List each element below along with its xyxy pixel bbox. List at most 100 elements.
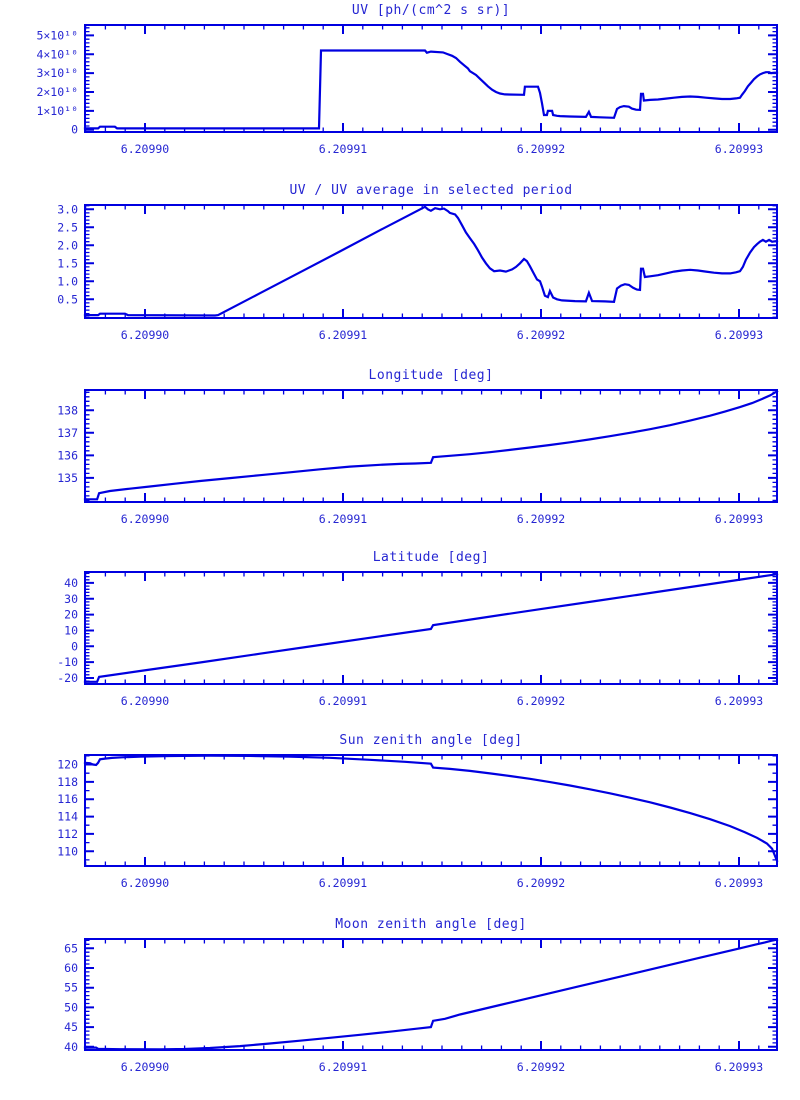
y-tick-label: 110: [57, 844, 78, 858]
chart-longitude: 135 136 137 138 6.20990 6.20991 6.20992 6.20993: [57, 389, 779, 526]
chart-title-uv-ratio: UV / UV average in selected period: [289, 183, 573, 198]
x-tick-labels-longitude: 6.20990 6.20991 6.20992 6.20993: [121, 512, 764, 526]
series-line-uv-ratio: [83, 205, 779, 317]
x-tick-label: 6.20993: [715, 142, 764, 156]
x-tick-label: 6.20991: [319, 694, 368, 708]
y-tick-label: 1.5: [57, 256, 78, 270]
y-tick-label: 1.0: [57, 274, 78, 288]
x-tick-label: 6.20992: [517, 328, 565, 342]
y-tick-label: 120: [57, 758, 78, 772]
y-tick-labels-latitude: -20 -10 010 20 30 40: [57, 576, 78, 685]
y-tick-label: 5×10¹⁰: [36, 28, 78, 42]
y-tick-label: 60: [64, 961, 78, 975]
chart-title-latitude: Latitude [deg]: [372, 550, 490, 565]
x-tick-labels-latitude: 6.20990 6.20991 6.20992 6.20993: [121, 694, 764, 708]
plot-frame-uv-ratio: [84, 204, 778, 319]
x-tick-label: 6.20990: [121, 142, 170, 156]
y-tick-label: 138: [57, 403, 78, 417]
y-tick-label: 40: [64, 576, 78, 590]
y-tick-label: 0.5: [57, 292, 78, 306]
y-tick-label: 3.0: [57, 202, 78, 216]
y-tick-label: 135: [57, 471, 78, 485]
y-tick-label: 2.0: [57, 238, 78, 252]
x-tick-label: 6.20992: [517, 694, 565, 708]
x-tick-label: 6.20990: [121, 694, 170, 708]
major-ticks-latitude: [85, 572, 777, 684]
minor-ticks-moon-zenith: [84, 939, 777, 1050]
y-tick-label: 10: [64, 624, 78, 638]
y-tick-label: 2×10¹⁰: [36, 85, 78, 99]
y-tick-label: 20: [64, 608, 78, 622]
series-line-moon-zenith-angle: [83, 938, 779, 1051]
x-tick-label: 6.20990: [121, 512, 170, 526]
y-tick-label: 65: [64, 941, 78, 955]
x-tick-label: 6.20992: [517, 876, 565, 890]
plot-frame-longitude: [84, 389, 778, 503]
series-line-latitude: [83, 572, 779, 683]
y-tick-label: 2.5: [57, 220, 78, 234]
y-tick-labels-longitude: 135 136 137 138: [57, 403, 78, 485]
y-tick-label: 0: [71, 123, 78, 137]
x-tick-label: 6.20992: [517, 512, 565, 526]
minor-ticks-sun-zenith: [84, 755, 777, 866]
chart-title-moon-zenith: Moon zenith angle [deg]: [335, 917, 527, 932]
major-ticks-sun-zenith: [85, 755, 777, 866]
y-tick-label: 30: [64, 592, 78, 606]
x-tick-label: 6.20990: [121, 876, 170, 890]
y-tick-label: -10: [57, 655, 78, 669]
y-tick-label: 50: [64, 1000, 78, 1014]
x-tick-label: 6.20991: [319, 512, 368, 526]
y-tick-label: 4×10¹⁰: [36, 47, 78, 61]
x-tick-label: 6.20993: [715, 1060, 764, 1074]
y-tick-labels-uv: 0 1×10¹⁰ 2×10¹⁰ 3×10¹⁰ 4×10¹⁰ 5×10¹⁰: [36, 28, 78, 136]
y-tick-label: 55: [64, 981, 78, 995]
minor-ticks-longitude: [84, 390, 777, 502]
y-tick-labels-moon-zenith: 40 45 50 55 60 65: [64, 941, 78, 1054]
chart-moon-zenith: 40 45 50 55 60 65 6.20990 6.20991 6.20992 6.20993: [64, 938, 779, 1074]
y-tick-label: 45: [64, 1020, 78, 1034]
y-tick-label: 118: [57, 775, 78, 789]
x-tick-label: 6.20993: [715, 876, 764, 890]
plot-frame-latitude: [84, 571, 778, 685]
major-ticks-uv-ratio: [85, 205, 777, 318]
x-tick-labels-moon-zenith: 6.20990 6.20991 6.20992 6.20993: [121, 1060, 764, 1074]
series-line-sun-zenith-angle: [83, 754, 779, 863]
x-tick-label: 6.20992: [517, 1060, 565, 1074]
chart-title-longitude: Longitude [deg]: [368, 368, 494, 383]
y-tick-label: 0: [71, 639, 78, 653]
x-tick-labels-uv: 6.20990 6.20991 6.20992 6.20993: [121, 142, 764, 156]
major-ticks-moon-zenith: [85, 939, 777, 1050]
y-tick-labels-uv-ratio: 0.5 1.0 1.5 2.0 2.5 3.0: [57, 202, 78, 306]
plot-frame-sun-zenith: [84, 754, 778, 867]
plot-frame-moon-zenith: [84, 938, 778, 1051]
chart-uv-ratio: 0.5 1.0 1.5 2.0 2.5 3.0 6.20990 6.20991 6.20992 6…: [57, 202, 779, 342]
x-tick-label: 6.20992: [517, 142, 565, 156]
y-tick-label: 114: [57, 810, 78, 824]
x-tick-label: 6.20991: [319, 876, 368, 890]
major-ticks-uv: [85, 25, 777, 132]
y-tick-label: 112: [57, 827, 78, 841]
y-tick-label: 3×10¹⁰: [36, 66, 78, 80]
x-tick-label: 6.20990: [121, 328, 170, 342]
y-tick-label: 40: [64, 1040, 78, 1054]
x-tick-label: 6.20993: [715, 512, 764, 526]
x-tick-labels-uv-ratio: 6.20990 6.20991 6.20992 6.20993: [121, 328, 764, 342]
chart-title-sun-zenith: Sun zenith angle [deg]: [339, 733, 523, 748]
x-tick-label: 6.20991: [319, 142, 368, 156]
x-tick-label: 6.20991: [319, 1060, 368, 1074]
y-tick-label: 136: [57, 448, 78, 462]
y-tick-label: 137: [57, 426, 78, 440]
y-tick-label: -20: [57, 671, 78, 685]
series-line-uv-flux: [83, 49, 779, 130]
chart-title-uv: UV [ph/(cm^2 s sr)]: [351, 3, 511, 18]
series-line-longitude: [83, 389, 779, 501]
x-tick-label: 6.20993: [715, 694, 764, 708]
x-tick-labels-sun-zenith: 6.20990 6.20991 6.20992 6.20993: [121, 876, 764, 890]
minor-ticks-uv-ratio: [84, 205, 777, 318]
minor-ticks-uv: [84, 25, 777, 132]
major-ticks-longitude: [85, 390, 777, 502]
